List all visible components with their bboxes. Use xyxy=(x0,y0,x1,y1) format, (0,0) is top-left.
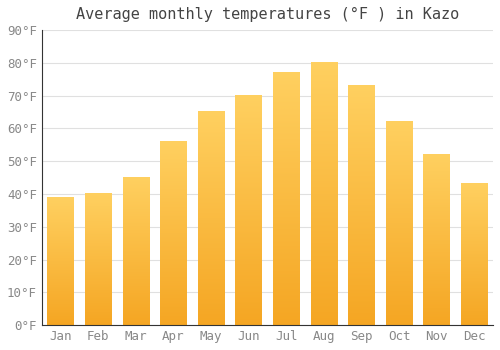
Title: Average monthly temperatures (°F ) in Kazo: Average monthly temperatures (°F ) in Ka… xyxy=(76,7,459,22)
